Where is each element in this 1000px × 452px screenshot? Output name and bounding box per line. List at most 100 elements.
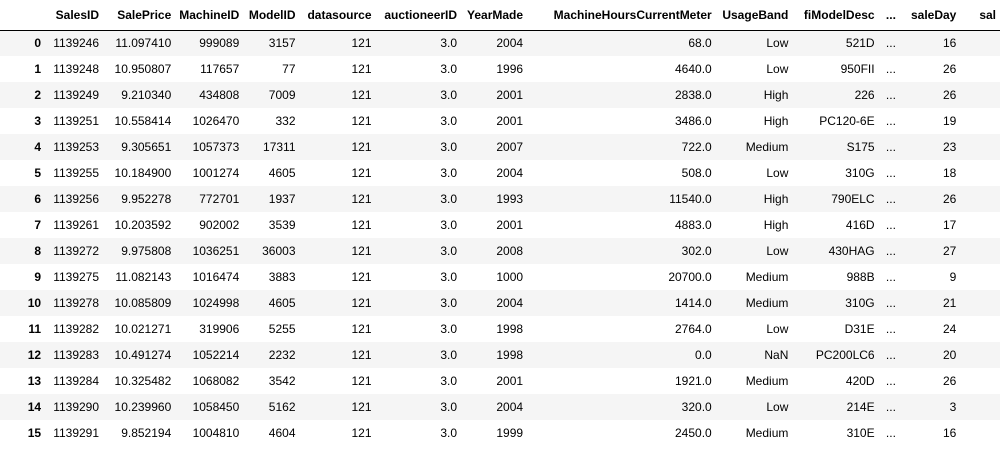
cell-ellipsis: ... — [879, 160, 904, 186]
row-index: 10 — [0, 290, 45, 316]
column-header-saleprice: SalePrice — [103, 0, 175, 30]
cell-saleday: 26 — [903, 82, 960, 108]
cell-auctioneerid: 3.0 — [376, 368, 462, 394]
cell-saleprice: 11.082143 — [103, 264, 175, 290]
cell-sal — [960, 108, 1000, 134]
row-index: 11 — [0, 316, 45, 342]
cell-fimodeldesc: 310G — [792, 160, 878, 186]
row-index: 12 — [0, 342, 45, 368]
cell-usageband: Low — [716, 394, 793, 420]
cell-usageband: Medium — [716, 134, 793, 160]
cell-salesid: 1139246 — [45, 30, 103, 56]
cell-auctioneerid: 3.0 — [376, 316, 462, 342]
cell-saleprice: 10.203592 — [103, 212, 175, 238]
cell-machineid: 1058450 — [175, 394, 243, 420]
cell-sal — [960, 238, 1000, 264]
row-index: 0 — [0, 30, 45, 56]
column-header-ellipsis: ... — [879, 0, 904, 30]
cell-auctioneerid: 3.0 — [376, 56, 462, 82]
cell-modelid: 5255 — [243, 316, 299, 342]
table-row: 4 1139253 9.305651 1057373 17311 121 3.0 2007 72… — [0, 134, 1000, 160]
header-row: SalesID SalePrice MachineID ModelID datasour… — [0, 0, 1000, 30]
cell-usageband: NaN — [716, 342, 793, 368]
cell-auctioneerid: 3.0 — [376, 30, 462, 56]
cell-usageband: High — [716, 108, 793, 134]
cell-auctioneerid: 3.0 — [376, 134, 462, 160]
column-header-machineid: MachineID — [175, 0, 243, 30]
cell-fimodeldesc: 790ELC — [792, 186, 878, 212]
cell-modelid: 3539 — [243, 212, 299, 238]
column-header-auctioneerid: auctioneerID — [376, 0, 462, 30]
cell-yearmade: 2008 — [461, 238, 527, 264]
cell-saleday: 27 — [903, 238, 960, 264]
cell-salesid: 1139261 — [45, 212, 103, 238]
cell-salesid: 1139284 — [45, 368, 103, 394]
cell-sal — [960, 264, 1000, 290]
cell-machinehourscurrentmeter: 0.0 — [527, 342, 716, 368]
row-index: 2 — [0, 82, 45, 108]
cell-datasource: 121 — [300, 30, 376, 56]
cell-fimodeldesc: 950FII — [792, 56, 878, 82]
cell-usageband: Low — [716, 56, 793, 82]
cell-sal — [960, 82, 1000, 108]
cell-saleprice: 9.852194 — [103, 420, 175, 446]
cell-saleprice: 10.085809 — [103, 290, 175, 316]
cell-sal — [960, 290, 1000, 316]
table-row: 6 1139256 9.952278 772701 1937 121 3.0 1993 1154… — [0, 186, 1000, 212]
cell-ellipsis: ... — [879, 316, 904, 342]
cell-saleprice: 9.952278 — [103, 186, 175, 212]
cell-usageband: High — [716, 82, 793, 108]
cell-ellipsis: ... — [879, 264, 904, 290]
cell-saleday: 26 — [903, 186, 960, 212]
cell-ellipsis: ... — [879, 394, 904, 420]
cell-auctioneerid: 3.0 — [376, 342, 462, 368]
cell-fimodeldesc: 988B — [792, 264, 878, 290]
cell-machinehourscurrentmeter: 320.0 — [527, 394, 716, 420]
cell-saleprice: 10.950807 — [103, 56, 175, 82]
cell-fimodeldesc: 521D — [792, 30, 878, 56]
cell-fimodeldesc: 214E — [792, 394, 878, 420]
cell-machinehourscurrentmeter: 2450.0 — [527, 420, 716, 446]
cell-ellipsis: ... — [879, 82, 904, 108]
row-index: 3 — [0, 108, 45, 134]
cell-machinehourscurrentmeter: 3486.0 — [527, 108, 716, 134]
cell-modelid: 7009 — [243, 82, 299, 108]
cell-auctioneerid: 3.0 — [376, 420, 462, 446]
cell-machinehourscurrentmeter: 2838.0 — [527, 82, 716, 108]
column-header-sal: sal — [960, 0, 1000, 30]
cell-usageband: Medium — [716, 264, 793, 290]
cell-sal — [960, 316, 1000, 342]
cell-datasource: 121 — [300, 134, 376, 160]
cell-datasource: 121 — [300, 316, 376, 342]
table-row: 8 1139272 9.975808 1036251 36003 121 3.0 2008 30… — [0, 238, 1000, 264]
cell-salesid: 1139283 — [45, 342, 103, 368]
table-row: 11 1139282 10.021271 319906 5255 121 3.0 1998 27… — [0, 316, 1000, 342]
table-row: 0 1139246 11.097410 999089 3157 121 3.0 2004 68.… — [0, 30, 1000, 56]
cell-auctioneerid: 3.0 — [376, 82, 462, 108]
cell-machinehourscurrentmeter: 1921.0 — [527, 368, 716, 394]
cell-saleday: 21 — [903, 290, 960, 316]
cell-salesid: 1139291 — [45, 420, 103, 446]
cell-sal — [960, 342, 1000, 368]
cell-yearmade: 2004 — [461, 160, 527, 186]
cell-usageband: Low — [716, 30, 793, 56]
cell-fimodeldesc: PC120-6E — [792, 108, 878, 134]
cell-datasource: 121 — [300, 264, 376, 290]
cell-fimodeldesc: 416D — [792, 212, 878, 238]
column-header-machinehourscurrentmeter: MachineHoursCurrentMeter — [527, 0, 716, 30]
column-header-datasource: datasource — [300, 0, 376, 30]
cell-modelid: 4605 — [243, 290, 299, 316]
cell-usageband: High — [716, 186, 793, 212]
row-index: 14 — [0, 394, 45, 420]
cell-machineid: 902002 — [175, 212, 243, 238]
cell-yearmade: 2001 — [461, 368, 527, 394]
row-index: 5 — [0, 160, 45, 186]
cell-fimodeldesc: 226 — [792, 82, 878, 108]
cell-usageband: Low — [716, 238, 793, 264]
cell-saleprice: 10.491274 — [103, 342, 175, 368]
cell-modelid: 77 — [243, 56, 299, 82]
cell-machineid: 1001274 — [175, 160, 243, 186]
cell-usageband: Medium — [716, 368, 793, 394]
column-header-saleday: saleDay — [903, 0, 960, 30]
cell-datasource: 121 — [300, 56, 376, 82]
